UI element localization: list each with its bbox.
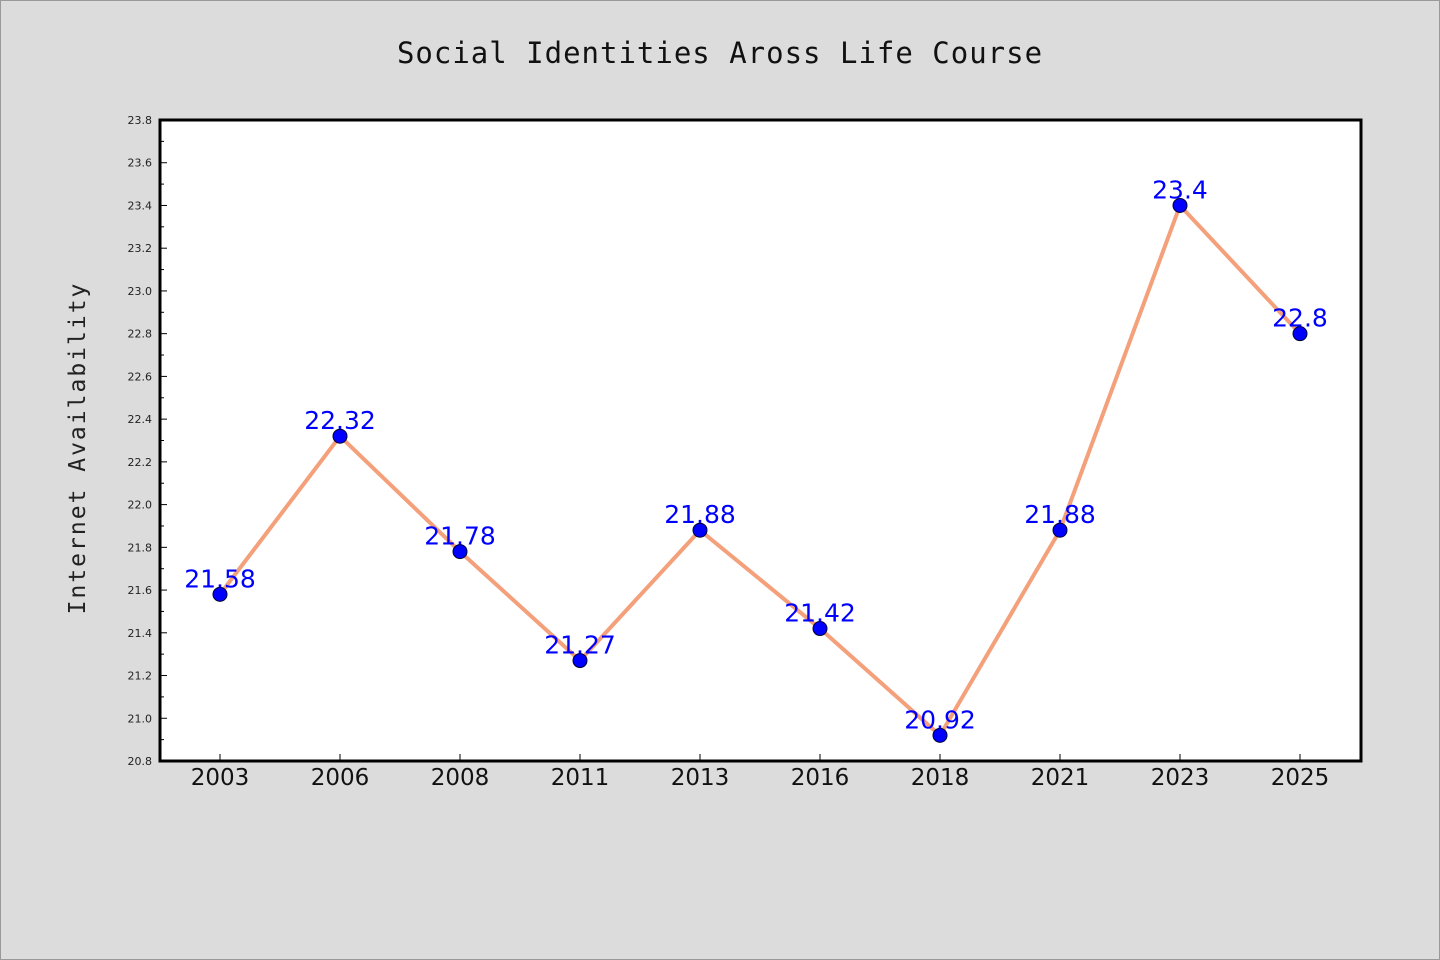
series-line — [218, 203, 1302, 738]
x-tick-label: 2023 — [1151, 765, 1210, 791]
y-tick-label: 21.8 — [128, 541, 153, 554]
data-point — [572, 653, 588, 669]
data-label: 21.58 — [184, 564, 256, 593]
data-point — [1052, 522, 1068, 538]
data-label: 20.92 — [904, 705, 976, 734]
x-tick-label: 2008 — [431, 765, 490, 791]
data-label: 21.88 — [664, 500, 736, 529]
x-tick-label: 2016 — [791, 765, 850, 791]
y-axis-label: Internet Availability — [65, 282, 91, 615]
data-point — [1172, 197, 1188, 213]
data-labels-group: 21.58 22.32 21.78 21.27 21.88 21.42 20.92 21.88… — [184, 175, 1328, 734]
data-label: 21.88 — [1024, 500, 1096, 529]
x-tick-label: 2021 — [1031, 765, 1090, 791]
data-point — [452, 544, 468, 560]
y-tick-label: 22.4 — [128, 413, 153, 426]
y-tick-label: 21.6 — [128, 584, 153, 597]
data-point — [332, 428, 348, 444]
data-point — [812, 621, 828, 637]
plot-area — [158, 118, 1363, 763]
y-tick-label: 23.4 — [128, 199, 153, 212]
data-point — [1292, 326, 1308, 342]
y-tick-label: 22.2 — [128, 456, 153, 469]
y-tick-label: 22.0 — [128, 499, 153, 512]
data-point — [932, 727, 948, 743]
y-tick-label: 23.6 — [128, 157, 153, 170]
x-tick-label: 2003 — [191, 765, 250, 791]
y-tick-label: 23.0 — [128, 285, 153, 298]
data-label: 21.42 — [784, 599, 856, 628]
x-tick-label: 2011 — [551, 765, 610, 791]
x-axis: 2003 2006 2008 2011 2013 2016 2018 2021 2023 2025 — [191, 754, 1330, 791]
y-tick-label: 22.8 — [128, 328, 153, 341]
data-label: 23.4 — [1152, 175, 1208, 204]
y-tick-label: 21.0 — [128, 712, 153, 725]
x-tick-label: 2018 — [911, 765, 970, 791]
x-tick-label: 2006 — [311, 765, 370, 791]
data-point — [212, 586, 228, 602]
data-label: 22.8 — [1272, 304, 1328, 333]
data-label: 22.32 — [304, 406, 376, 435]
chart-title: Social Identities Aross Life Course — [397, 36, 1043, 70]
x-tick-label: 2013 — [671, 765, 730, 791]
series-line-group — [212, 197, 1308, 743]
y-tick-label: 20.8 — [128, 755, 153, 768]
x-tick-label: 2025 — [1271, 765, 1330, 791]
y-tick-label: 23.8 — [128, 114, 153, 127]
y-tick-label: 22.6 — [128, 370, 153, 383]
data-label: 21.78 — [424, 522, 496, 551]
data-label: 21.27 — [544, 631, 616, 660]
y-tick-label: 21.2 — [128, 670, 153, 683]
y-tick-label: 21.4 — [128, 627, 153, 640]
y-axis: 20.8 21.0 21.2 21.4 21.6 21.8 22.0 22.2 22.4 22.6… — [128, 114, 167, 768]
data-point — [692, 522, 708, 538]
y-tick-label: 23.2 — [128, 242, 153, 255]
